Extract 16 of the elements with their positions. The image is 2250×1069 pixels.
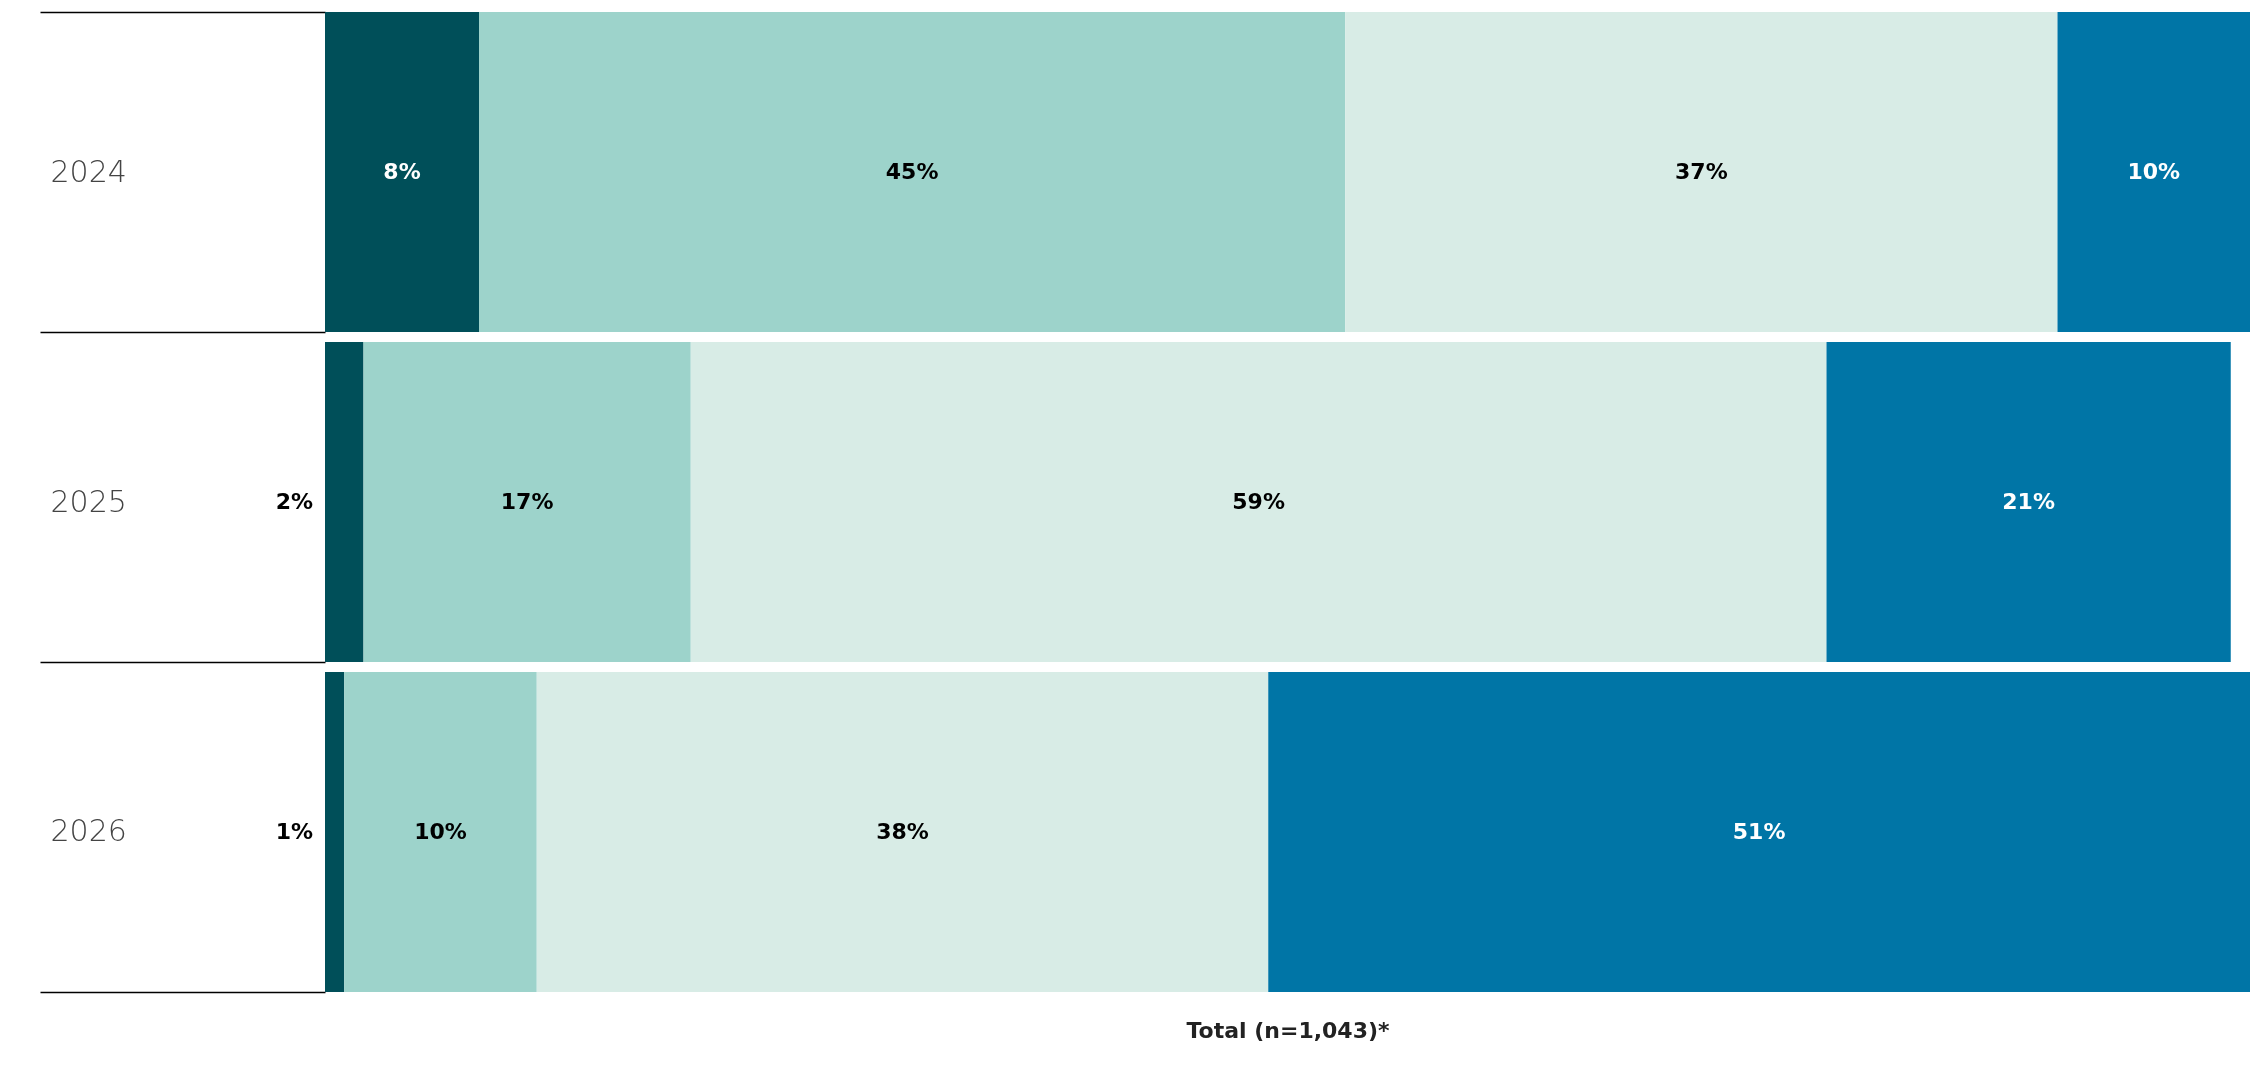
data-label: 59% <box>1232 489 1285 514</box>
data-label: 10% <box>414 818 467 844</box>
data-label: 45% <box>885 159 939 185</box>
data-label: 2% <box>275 489 313 514</box>
y-tick-label: 2024 <box>50 153 127 189</box>
data-label: 1% <box>275 818 313 844</box>
data-label: 38% <box>876 818 929 844</box>
x-axis-title: Total (n=1,043)* <box>1186 1017 1391 1043</box>
data-label: 10% <box>2127 159 2181 185</box>
y-tick-label: 2025 <box>50 483 127 519</box>
y-tick-label: 2026 <box>50 813 127 849</box>
data-label: 17% <box>500 489 554 514</box>
data-label: 21% <box>2002 489 2055 514</box>
data-label: 37% <box>1675 159 1728 185</box>
data-label: 8% <box>383 159 421 185</box>
data-label: 51% <box>1732 818 1786 844</box>
